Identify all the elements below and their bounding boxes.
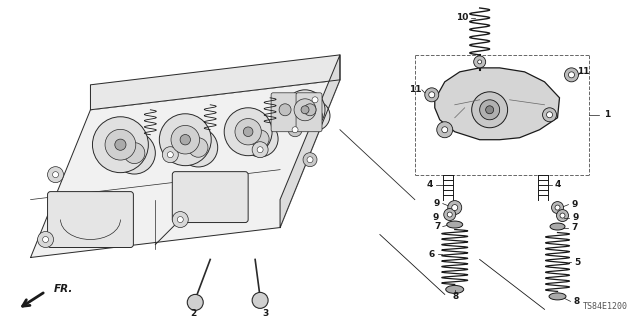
Circle shape xyxy=(300,101,330,131)
Circle shape xyxy=(288,123,302,137)
Circle shape xyxy=(224,108,272,156)
Circle shape xyxy=(436,122,452,138)
Text: 8: 8 xyxy=(452,292,459,301)
Circle shape xyxy=(52,172,58,178)
Circle shape xyxy=(115,139,126,150)
Circle shape xyxy=(447,212,452,217)
FancyBboxPatch shape xyxy=(296,93,322,132)
Circle shape xyxy=(252,142,268,158)
Circle shape xyxy=(167,152,173,158)
Circle shape xyxy=(188,294,204,310)
Ellipse shape xyxy=(550,223,565,230)
Text: 5: 5 xyxy=(574,258,580,267)
Text: 11: 11 xyxy=(577,67,589,76)
Text: 8: 8 xyxy=(573,297,580,306)
Circle shape xyxy=(568,72,575,78)
Circle shape xyxy=(43,236,49,242)
Circle shape xyxy=(312,97,318,103)
Ellipse shape xyxy=(549,293,566,300)
Circle shape xyxy=(543,108,557,122)
Text: FR.: FR. xyxy=(54,285,73,294)
Text: 6: 6 xyxy=(429,250,435,259)
Circle shape xyxy=(486,106,493,114)
Text: 3: 3 xyxy=(262,309,268,318)
Circle shape xyxy=(235,119,261,145)
FancyBboxPatch shape xyxy=(172,172,248,223)
Ellipse shape xyxy=(445,286,464,293)
Circle shape xyxy=(179,128,218,167)
Circle shape xyxy=(474,56,486,68)
Polygon shape xyxy=(31,80,340,257)
Circle shape xyxy=(560,213,565,218)
Text: 4: 4 xyxy=(554,180,561,189)
Circle shape xyxy=(477,60,482,64)
Circle shape xyxy=(301,106,309,114)
Circle shape xyxy=(308,108,323,123)
Circle shape xyxy=(557,210,568,222)
Circle shape xyxy=(304,104,316,116)
Circle shape xyxy=(479,100,500,120)
Circle shape xyxy=(172,211,188,227)
Circle shape xyxy=(159,114,211,166)
Text: 11: 11 xyxy=(408,85,421,94)
Circle shape xyxy=(242,121,278,157)
Circle shape xyxy=(429,92,435,98)
Circle shape xyxy=(444,209,456,220)
Circle shape xyxy=(124,143,145,164)
FancyBboxPatch shape xyxy=(47,192,133,248)
Circle shape xyxy=(564,68,579,82)
Text: 2: 2 xyxy=(190,309,196,318)
Text: 9: 9 xyxy=(433,199,440,208)
Circle shape xyxy=(257,147,263,153)
Polygon shape xyxy=(90,55,340,110)
Circle shape xyxy=(303,153,317,167)
Circle shape xyxy=(555,205,560,210)
Circle shape xyxy=(171,125,200,154)
Circle shape xyxy=(472,92,508,128)
Circle shape xyxy=(113,132,156,174)
Circle shape xyxy=(47,167,63,182)
Text: 7: 7 xyxy=(572,223,578,232)
Circle shape xyxy=(279,104,291,116)
Circle shape xyxy=(105,129,136,160)
Text: 7: 7 xyxy=(435,222,441,231)
Circle shape xyxy=(38,232,54,248)
Text: 10: 10 xyxy=(456,13,469,22)
Text: 4: 4 xyxy=(427,180,433,189)
Circle shape xyxy=(425,88,439,102)
Circle shape xyxy=(251,130,269,148)
Polygon shape xyxy=(280,55,340,227)
Circle shape xyxy=(243,127,253,137)
Circle shape xyxy=(547,112,552,118)
Text: 1: 1 xyxy=(604,110,611,119)
Ellipse shape xyxy=(447,221,463,228)
Circle shape xyxy=(552,202,563,213)
Circle shape xyxy=(308,93,322,107)
Circle shape xyxy=(442,127,448,133)
Polygon shape xyxy=(435,68,559,140)
Circle shape xyxy=(448,201,461,215)
FancyBboxPatch shape xyxy=(271,93,297,132)
Circle shape xyxy=(452,204,458,211)
Text: 9: 9 xyxy=(572,200,578,209)
Circle shape xyxy=(163,147,179,163)
Circle shape xyxy=(294,99,316,121)
Text: 9: 9 xyxy=(572,213,579,222)
Circle shape xyxy=(177,217,183,223)
Circle shape xyxy=(189,138,208,157)
Circle shape xyxy=(292,127,298,133)
Circle shape xyxy=(307,157,313,163)
Text: 9: 9 xyxy=(433,213,439,222)
Circle shape xyxy=(252,293,268,308)
Circle shape xyxy=(180,135,191,145)
Text: TS84E1200: TS84E1200 xyxy=(582,302,627,311)
Circle shape xyxy=(285,90,325,130)
Circle shape xyxy=(92,117,148,173)
